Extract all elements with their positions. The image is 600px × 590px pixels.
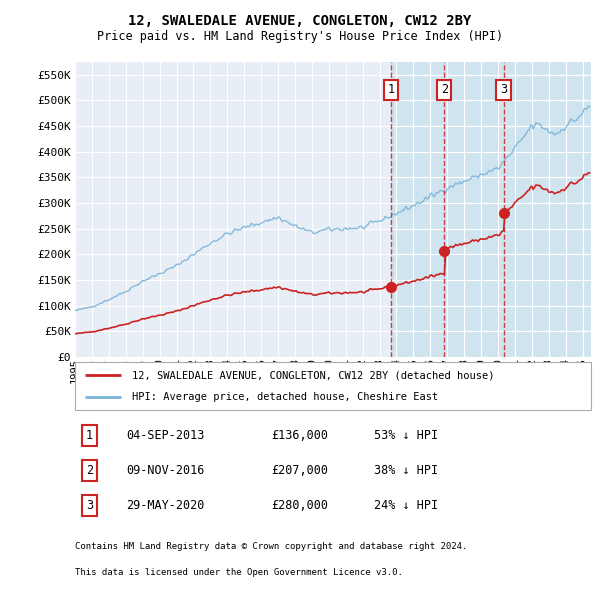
Text: 1: 1	[387, 83, 394, 97]
Text: 1: 1	[86, 429, 93, 442]
Text: 09-NOV-2016: 09-NOV-2016	[127, 464, 205, 477]
Text: 24% ↓ HPI: 24% ↓ HPI	[374, 499, 439, 512]
Text: Contains HM Land Registry data © Crown copyright and database right 2024.: Contains HM Land Registry data © Crown c…	[75, 542, 467, 550]
Text: This data is licensed under the Open Government Licence v3.0.: This data is licensed under the Open Gov…	[75, 568, 403, 578]
Text: 3: 3	[86, 499, 93, 512]
Text: 3: 3	[500, 83, 507, 97]
Text: 12, SWALEDALE AVENUE, CONGLETON, CW12 2BY (detached house): 12, SWALEDALE AVENUE, CONGLETON, CW12 2B…	[132, 370, 494, 380]
Text: 12, SWALEDALE AVENUE, CONGLETON, CW12 2BY: 12, SWALEDALE AVENUE, CONGLETON, CW12 2B…	[128, 14, 472, 28]
Text: £207,000: £207,000	[271, 464, 328, 477]
Text: 2: 2	[441, 83, 448, 97]
Text: 29-MAY-2020: 29-MAY-2020	[127, 499, 205, 512]
FancyBboxPatch shape	[75, 362, 591, 410]
Bar	[391, 62, 591, 357]
Text: HPI: Average price, detached house, Cheshire East: HPI: Average price, detached house, Ches…	[132, 392, 438, 402]
Text: 04-SEP-2013: 04-SEP-2013	[127, 429, 205, 442]
Text: 2: 2	[86, 464, 93, 477]
Text: £136,000: £136,000	[271, 429, 328, 442]
Text: Price paid vs. HM Land Registry's House Price Index (HPI): Price paid vs. HM Land Registry's House …	[97, 30, 503, 43]
Text: £280,000: £280,000	[271, 499, 328, 512]
Text: 38% ↓ HPI: 38% ↓ HPI	[374, 464, 439, 477]
Text: 53% ↓ HPI: 53% ↓ HPI	[374, 429, 439, 442]
